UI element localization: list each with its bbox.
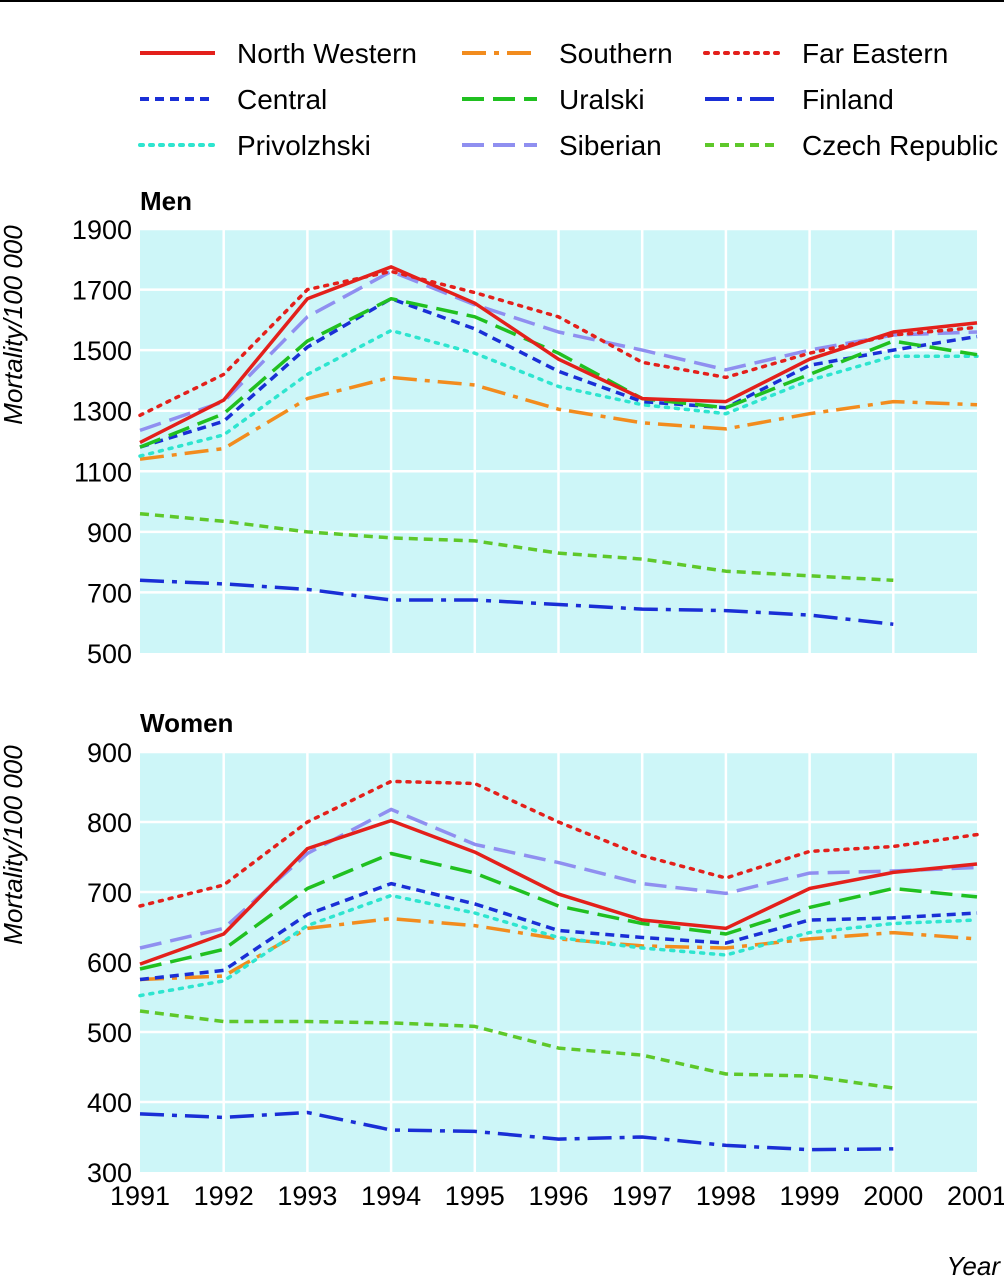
- women-ytick-600: 600: [87, 948, 132, 978]
- legend-label-central: Central: [237, 84, 327, 115]
- women-y-axis-label: Mortality/100 000: [0, 745, 28, 945]
- men-ytick-700: 700: [87, 578, 132, 608]
- legend-label-finland: Finland: [802, 84, 894, 115]
- men-series-czech-republic: [139, 511, 894, 583]
- legend-label-north-western: North Western: [237, 38, 417, 69]
- women-ytick-500: 500: [87, 1018, 132, 1048]
- men-ytick-1300: 1300: [72, 397, 132, 427]
- xtick-1991: 1991: [110, 1181, 170, 1211]
- women-ytick-900: 900: [87, 738, 132, 768]
- men-series-finland: [139, 578, 894, 626]
- legend-item-north-western: North Western: [140, 38, 417, 69]
- women-ytick-300: 300: [87, 1158, 132, 1188]
- men-series-southern: [139, 375, 978, 461]
- xtick-1993: 1993: [277, 1181, 337, 1211]
- x-axis-label: Year: [947, 1251, 1002, 1280]
- xtick-1998: 1998: [696, 1181, 756, 1211]
- xtick-1999: 1999: [780, 1181, 840, 1211]
- women-ytick-800: 800: [87, 808, 132, 838]
- men-ytick-500: 500: [87, 639, 132, 669]
- legend-label-siberian: Siberian: [559, 130, 662, 161]
- men-ytick-1900: 1900: [72, 215, 132, 245]
- legend-item-southern: Southern: [462, 38, 673, 69]
- legend-item-czech-republic: Czech Republic: [705, 130, 998, 161]
- women-series-finland: [139, 1110, 894, 1152]
- women-panel: 300 400 500 600 700 800 900 Women Mortality/100 …: [0, 708, 979, 1188]
- xtick-2000: 2000: [863, 1181, 923, 1211]
- men-ytick-900: 900: [87, 518, 132, 548]
- women-series-privolzhski: [138, 893, 979, 998]
- legend-label-czech-republic: Czech Republic: [802, 130, 998, 161]
- men-ytick-1100: 1100: [74, 457, 132, 487]
- legend-label-uralski: Uralski: [559, 84, 645, 115]
- men-series-privolzhski: [138, 328, 979, 458]
- legend-item-privolzhski: Privolzhski: [138, 130, 371, 161]
- men-ytick-1500: 1500: [72, 336, 132, 366]
- women-ytick-400: 400: [87, 1088, 132, 1118]
- legend-label-far-eastern: Far Eastern: [802, 38, 948, 69]
- x-axis: 1991 1992 1993 1994 1995 1996 1997 1998 1999 2000…: [110, 1181, 1004, 1281]
- xtick-1995: 1995: [445, 1181, 505, 1211]
- xtick-1992: 1992: [194, 1181, 254, 1211]
- men-series-far-eastern: [138, 269, 979, 418]
- men-series-north-western: [139, 265, 978, 445]
- legend-label-privolzhski: Privolzhski: [237, 130, 371, 161]
- xtick-2001: 2001: [947, 1181, 1004, 1211]
- xtick-1994: 1994: [361, 1181, 421, 1211]
- women-panel-title: Women: [140, 708, 233, 738]
- xtick-1996: 1996: [528, 1181, 588, 1211]
- legend-item-far-eastern: Far Eastern: [703, 38, 948, 69]
- men-series-uralski: [139, 296, 978, 449]
- women-series-central: [139, 881, 978, 982]
- men-panel: 500 700 900 1100 1300 1500 1700 1900 Men Mortalit…: [0, 186, 979, 669]
- legend-item-siberian: Siberian: [462, 130, 662, 161]
- women-series-north-western: [139, 818, 978, 966]
- legend-label-southern: Southern: [559, 38, 673, 69]
- women-ytick-700: 700: [87, 878, 132, 908]
- men-y-axis-label: Mortality/100 000: [0, 225, 28, 425]
- men-ytick-1700: 1700: [72, 276, 132, 306]
- men-series-siberian: [139, 269, 978, 433]
- xtick-1997: 1997: [612, 1181, 672, 1211]
- legend-item-central: Central: [140, 84, 327, 115]
- men-panel-title: Men: [140, 186, 192, 216]
- legend-item-uralski: Uralski: [462, 84, 645, 115]
- women-series-czech-republic: [139, 1009, 894, 1090]
- legend: North Western Southern Far Eastern Central U…: [138, 38, 998, 161]
- women-series-far-eastern: [138, 779, 979, 908]
- legend-item-finland: Finland: [705, 84, 894, 115]
